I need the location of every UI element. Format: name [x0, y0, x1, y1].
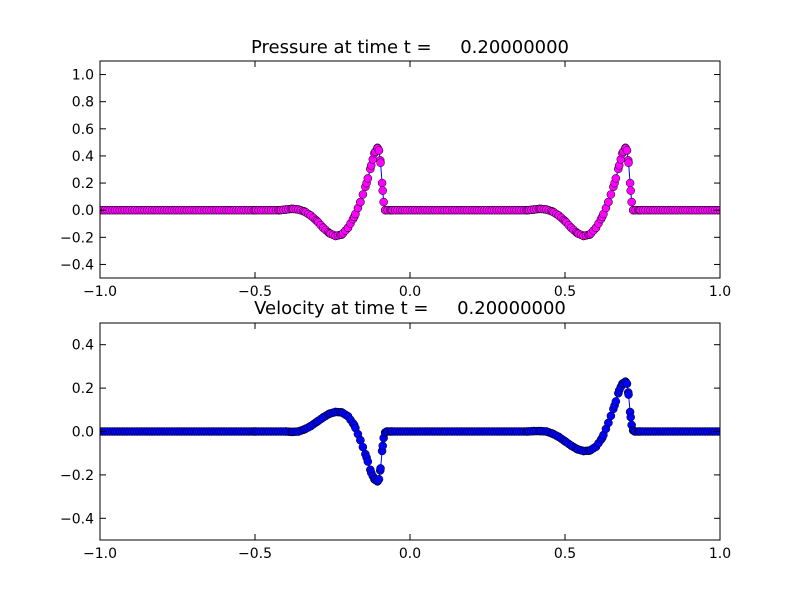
pressure-data-point [606, 190, 616, 199]
pressure-data-point [358, 190, 368, 199]
pressure-xtick-label: 0.5 [554, 284, 576, 300]
pressure-data-point [377, 178, 387, 188]
velocity-ytick-label: −0.2 [60, 468, 94, 484]
pressure-data-point [625, 178, 635, 188]
pressure-axes-frame [99, 60, 721, 279]
pressure-ytick-label: −0.4 [60, 257, 94, 273]
pressure-title: Pressure at time t = 0.20000000 [251, 37, 569, 58]
velocity-xtick-label: 0.0 [399, 546, 421, 562]
pressure-data-point [379, 197, 388, 207]
pressure-data-point [627, 197, 636, 207]
pressure-markers [100, 143, 720, 241]
pressure-data-point [374, 146, 384, 155]
pressure-ytick-label: 0.0 [72, 203, 94, 219]
velocity-data-point [378, 441, 387, 451]
pressure-data-point [356, 197, 365, 207]
pressure-data-point [622, 146, 632, 155]
pressure-xtick-label: 0.0 [399, 284, 421, 300]
pressure-ytick-label: −0.2 [60, 230, 94, 246]
velocity-data-point [376, 464, 385, 473]
pressure-xtick-label: −1.0 [83, 284, 117, 300]
velocity-data-point [611, 397, 621, 406]
velocity-xtick-label: 0.5 [554, 546, 576, 562]
velocity-data-point [622, 379, 632, 389]
pressure-data-point [378, 186, 387, 195]
pressure-panel: Pressure at time t = 0.20000000 −1.0 −0.5… [60, 37, 731, 300]
pressure-ytick-label: 0.4 [72, 149, 94, 165]
velocity-xtick-label: −0.5 [238, 546, 272, 562]
pressure-plot-area [100, 143, 720, 241]
velocity-xtick-label: 1.0 [709, 546, 731, 562]
velocity-xtick-label: −1.0 [83, 546, 117, 562]
pressure-xtick-label: 1.0 [709, 284, 731, 300]
pressure-data-point [376, 158, 385, 167]
pressure-data-point [604, 197, 613, 207]
pressure-ytick-label: 0.6 [72, 122, 94, 138]
velocity-data-point [626, 412, 635, 422]
pressure-data-point [611, 174, 621, 183]
pressure-data-point [624, 158, 633, 167]
pressure-data-point [363, 174, 373, 183]
velocity-title: Velocity at time t = 0.20000000 [254, 298, 566, 319]
velocity-data-point [363, 457, 373, 466]
pressure-xtick-label: −0.5 [238, 284, 272, 300]
velocity-ytick-label: 0.4 [72, 338, 94, 354]
pressure-ytick-label: 0.2 [72, 176, 94, 192]
pressure-ytick-label: 1.0 [72, 68, 94, 84]
pressure-data-point [626, 186, 635, 195]
velocity-data-point [374, 474, 384, 484]
velocity-ytick-label: 0.0 [72, 425, 94, 441]
velocity-plot-area [100, 377, 720, 486]
velocity-data-point [624, 390, 633, 399]
velocity-panel: Velocity at time t = 0.20000000 −1.0 −0.5… [60, 298, 731, 562]
velocity-ytick-label: 0.2 [72, 381, 94, 397]
velocity-markers [100, 377, 720, 486]
velocity-ytick-label: −0.4 [60, 511, 94, 527]
pressure-ytick-label: 0.8 [72, 95, 94, 111]
